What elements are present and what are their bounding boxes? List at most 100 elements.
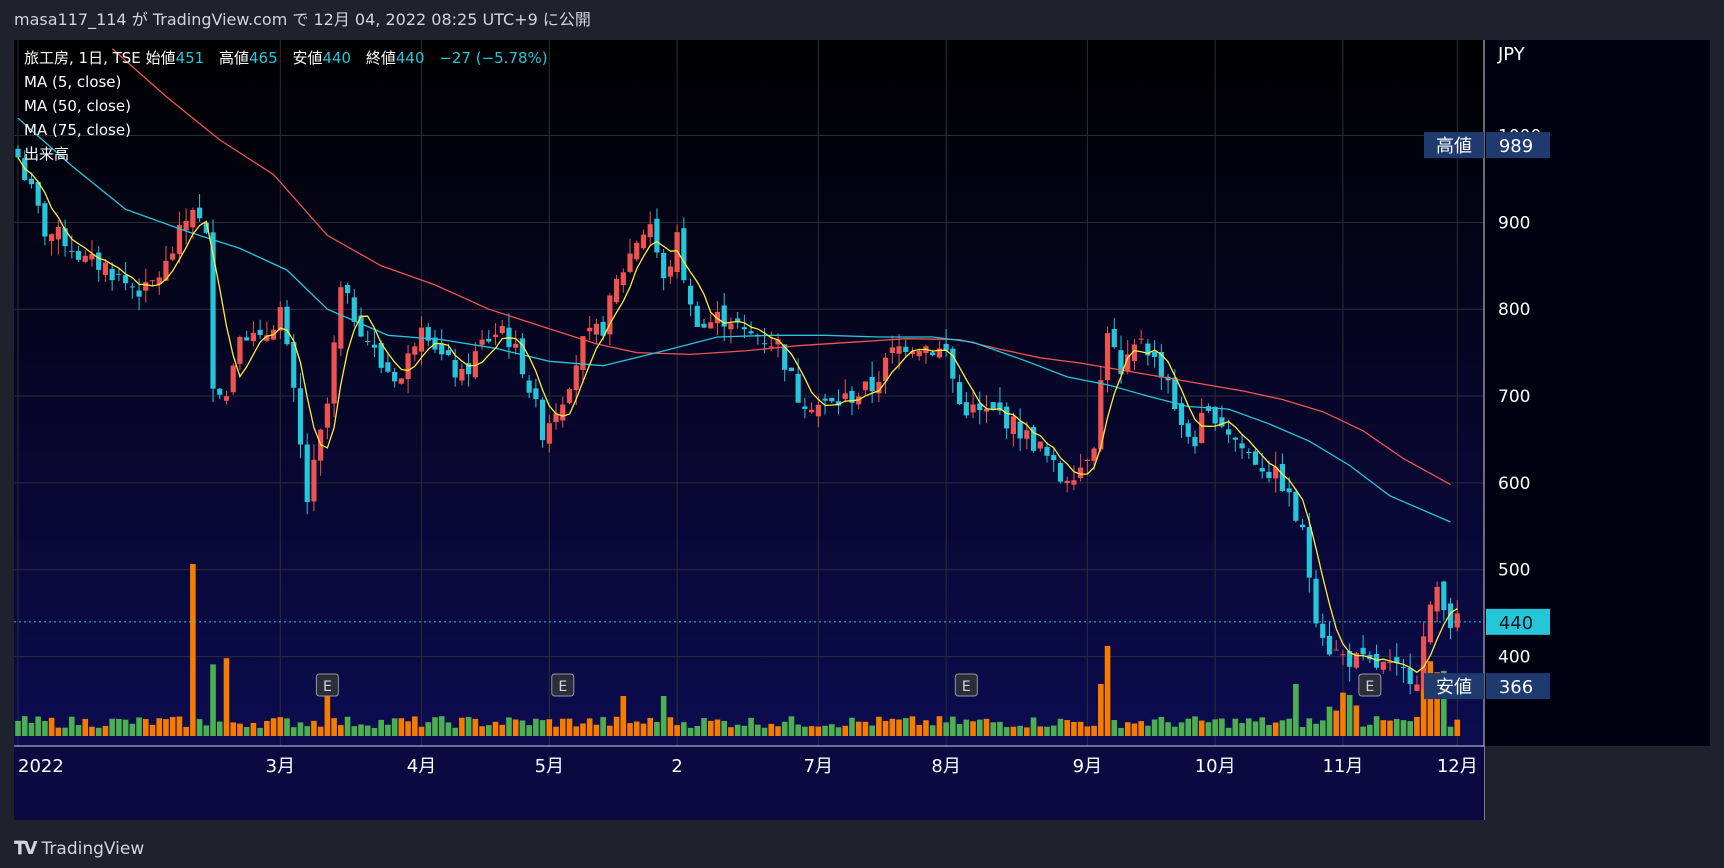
candle-body (176, 225, 183, 255)
earnings-marker-box (315, 673, 339, 697)
change-value: −27 (−5.78%) (439, 49, 548, 67)
candle-body (217, 388, 223, 395)
candle-body (1178, 403, 1185, 425)
volume-bar (1279, 720, 1286, 736)
candle-body (277, 307, 283, 331)
time-axis[interactable]: 2022 3月 4月 5月 2 7月 8月 9月 10月 11月 12月 (14, 745, 1484, 820)
candle-body (580, 336, 586, 370)
volume-bar (660, 696, 667, 736)
volume-bar (1118, 727, 1124, 736)
candle-body (849, 390, 855, 403)
earnings-marker[interactable]: E (315, 673, 339, 697)
candle-body (560, 404, 566, 421)
candle-body (190, 209, 196, 228)
candle-body (136, 290, 142, 297)
tradingview-logo[interactable]: 𝐓V TradingView (14, 838, 144, 859)
volume-bar (1441, 670, 1447, 736)
volume-bar (815, 726, 822, 736)
candle-body (129, 286, 135, 288)
candle-body (1447, 603, 1454, 628)
volume-bar (1071, 722, 1077, 736)
volume-bar (156, 718, 163, 736)
candle-body (291, 341, 297, 388)
candle-body (883, 357, 889, 382)
candle-body (203, 222, 209, 233)
volume-bar (889, 718, 896, 736)
high-value: 989 (1499, 136, 1533, 157)
volume-bar (1454, 719, 1461, 736)
platform-link[interactable]: TradingView.com (152, 10, 288, 29)
volume-bar (808, 726, 815, 736)
volume-bar (902, 718, 909, 736)
earnings-marker[interactable]: E (551, 673, 575, 697)
volume-bar (371, 727, 378, 736)
low-value: 440 (322, 49, 352, 67)
candle-body (486, 338, 492, 342)
legend-ma5[interactable]: MA (5, close) (24, 73, 122, 91)
volume-bar (176, 716, 183, 736)
volume-bar (405, 721, 411, 736)
price-axis[interactable]: JPY4005006007008009001000高値989安値366440 (1424, 40, 1710, 820)
volume-bar (1131, 723, 1138, 736)
candle-body (1232, 437, 1238, 440)
candle-body (896, 346, 902, 354)
volume-bar (909, 716, 916, 736)
chart-legend: 旅工房, 1日, TSE 始値451 高値465 安値440 終値440 −27… (24, 46, 548, 166)
legend-volume[interactable]: 出来高 (24, 145, 70, 163)
candle-body (761, 343, 768, 345)
candle-body (338, 287, 344, 349)
volume-bar (250, 722, 257, 736)
candle-body (479, 339, 485, 345)
candle-body (1441, 581, 1447, 611)
text-de: で (292, 10, 309, 29)
candle-body (1259, 467, 1265, 472)
candle-body (1111, 329, 1117, 348)
candle-body (223, 396, 230, 401)
earnings-marker[interactable]: E (954, 673, 978, 697)
volume-bar (802, 726, 808, 736)
volume-bar (243, 726, 250, 736)
volume-bar (1017, 725, 1023, 736)
candle-body (1421, 636, 1427, 689)
candle-body (613, 278, 620, 303)
publisher-name[interactable]: masa117_114 (14, 10, 127, 29)
legend-ma50[interactable]: MA (50, close) (24, 97, 131, 115)
currency-label: JPY (1497, 44, 1526, 65)
volume-bar (223, 658, 230, 736)
volume-bar (304, 726, 310, 736)
candle-body (156, 277, 162, 285)
volume-bar (654, 721, 660, 736)
volume-bar (748, 717, 754, 736)
candle-body (526, 380, 532, 393)
earnings-marker[interactable]: E (1358, 673, 1382, 697)
volume-bar (459, 717, 465, 736)
chart-area[interactable]: E E E E JPY4005006007008009001000高値989安値366… (14, 40, 1710, 820)
volume-bar (28, 722, 35, 736)
volume-bar (129, 723, 136, 736)
candle-body (149, 280, 156, 282)
candle-body (930, 352, 936, 356)
candle-body (1246, 451, 1252, 454)
volume-bar (1124, 722, 1131, 736)
price-chart[interactable]: E E E E JPY4005006007008009001000高値989安値366… (14, 40, 1710, 820)
volume-bar (956, 724, 963, 736)
volume-bar (795, 724, 801, 736)
volume-bar (849, 717, 855, 736)
volume-bar (1380, 720, 1387, 736)
volume-bar (1400, 720, 1407, 736)
volume-bar (1165, 722, 1171, 736)
candle-body (990, 402, 996, 410)
legend-ma75[interactable]: MA (75, close) (24, 121, 131, 139)
volume-bar (1353, 705, 1360, 736)
volume-bar (438, 716, 445, 736)
candle-body (1380, 661, 1386, 670)
symbol-label[interactable]: 旅工房, 1日, TSE (24, 49, 141, 67)
volume-bar (620, 696, 627, 736)
text-published: に公開 (542, 10, 591, 29)
candle-body (412, 346, 418, 355)
candle-body (1454, 613, 1460, 628)
candle-body (1306, 527, 1312, 578)
volume-bar (1158, 716, 1165, 736)
volume-bar (216, 721, 223, 736)
